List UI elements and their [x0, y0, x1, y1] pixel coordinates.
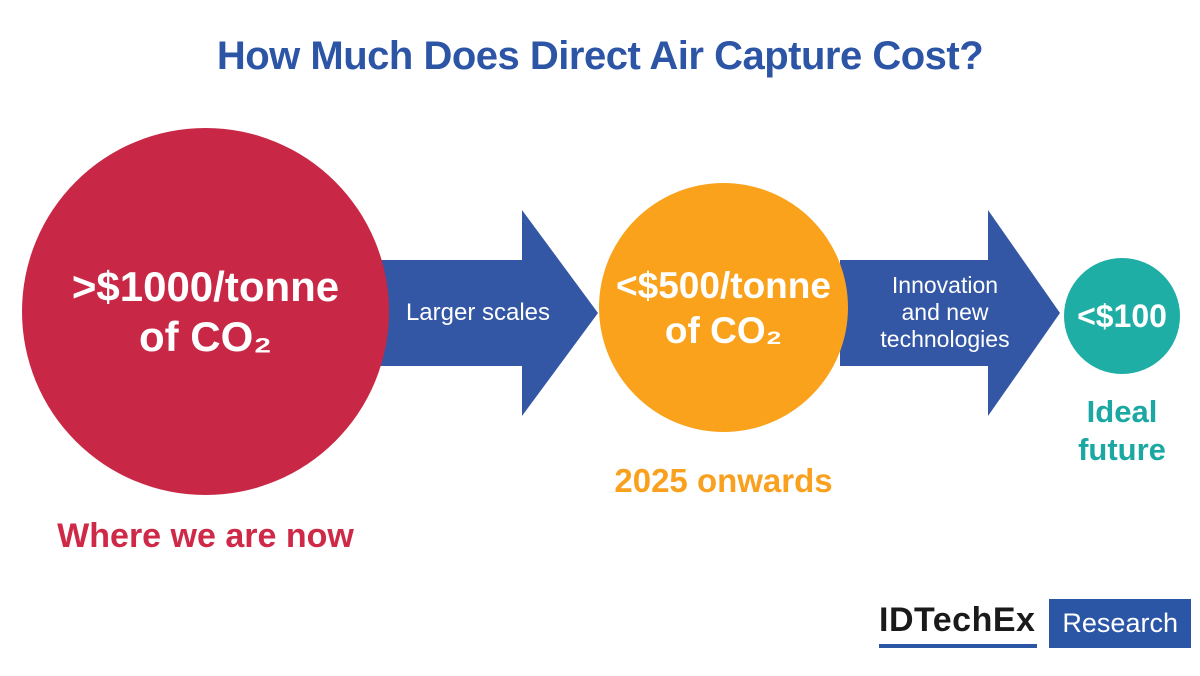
- arrow-2-label-line: and new: [901, 299, 989, 325]
- arrow-2-label-line: Innovation: [891, 272, 999, 298]
- stage-future-circle: <$100: [1064, 258, 1180, 374]
- idtechex-logo: IDTechEx Research: [879, 599, 1191, 648]
- stage-2025-value: <$500/tonne of CO₂: [616, 263, 831, 353]
- stage-current-caption: Where we are now: [57, 517, 354, 555]
- stage-2025-caption: 2025 onwards: [614, 462, 833, 499]
- arrow-right-icon: [840, 210, 1060, 416]
- stage-2025-circle: <$500/tonne of CO₂: [599, 183, 848, 432]
- page-title: How Much Does Direct Air Capture Cost?: [216, 34, 984, 78]
- stage-current-value-line: of CO₂: [139, 312, 272, 360]
- arrow-right-icon: [378, 210, 598, 416]
- stage-future-value-line: <$100: [1077, 298, 1167, 334]
- stage-future-value: <$100: [1077, 299, 1167, 333]
- arrow-2-label: Innovation and new technologies: [860, 272, 1030, 353]
- logo-unit-badge: Research: [1049, 599, 1191, 648]
- stage-current-value-line: >$1000/tonne: [71, 262, 340, 310]
- stage-future-caption-line: future: [1078, 432, 1166, 467]
- stage-future-caption-line: Ideal: [1086, 394, 1158, 429]
- logo-brand-text: IDTechEx: [879, 599, 1038, 648]
- arrow-2-label-line: technologies: [880, 326, 1010, 352]
- stage-current-circle: >$1000/tonne of CO₂: [22, 128, 389, 495]
- stage-current-value: >$1000/tonne of CO₂: [72, 262, 339, 362]
- stage-2025-value-line: <$500/tonne: [616, 264, 831, 306]
- stage-2025-value-line: of CO₂: [664, 309, 783, 351]
- stage-future-caption: Ideal future: [1047, 393, 1197, 469]
- arrow-1-label: Larger scales: [405, 299, 551, 326]
